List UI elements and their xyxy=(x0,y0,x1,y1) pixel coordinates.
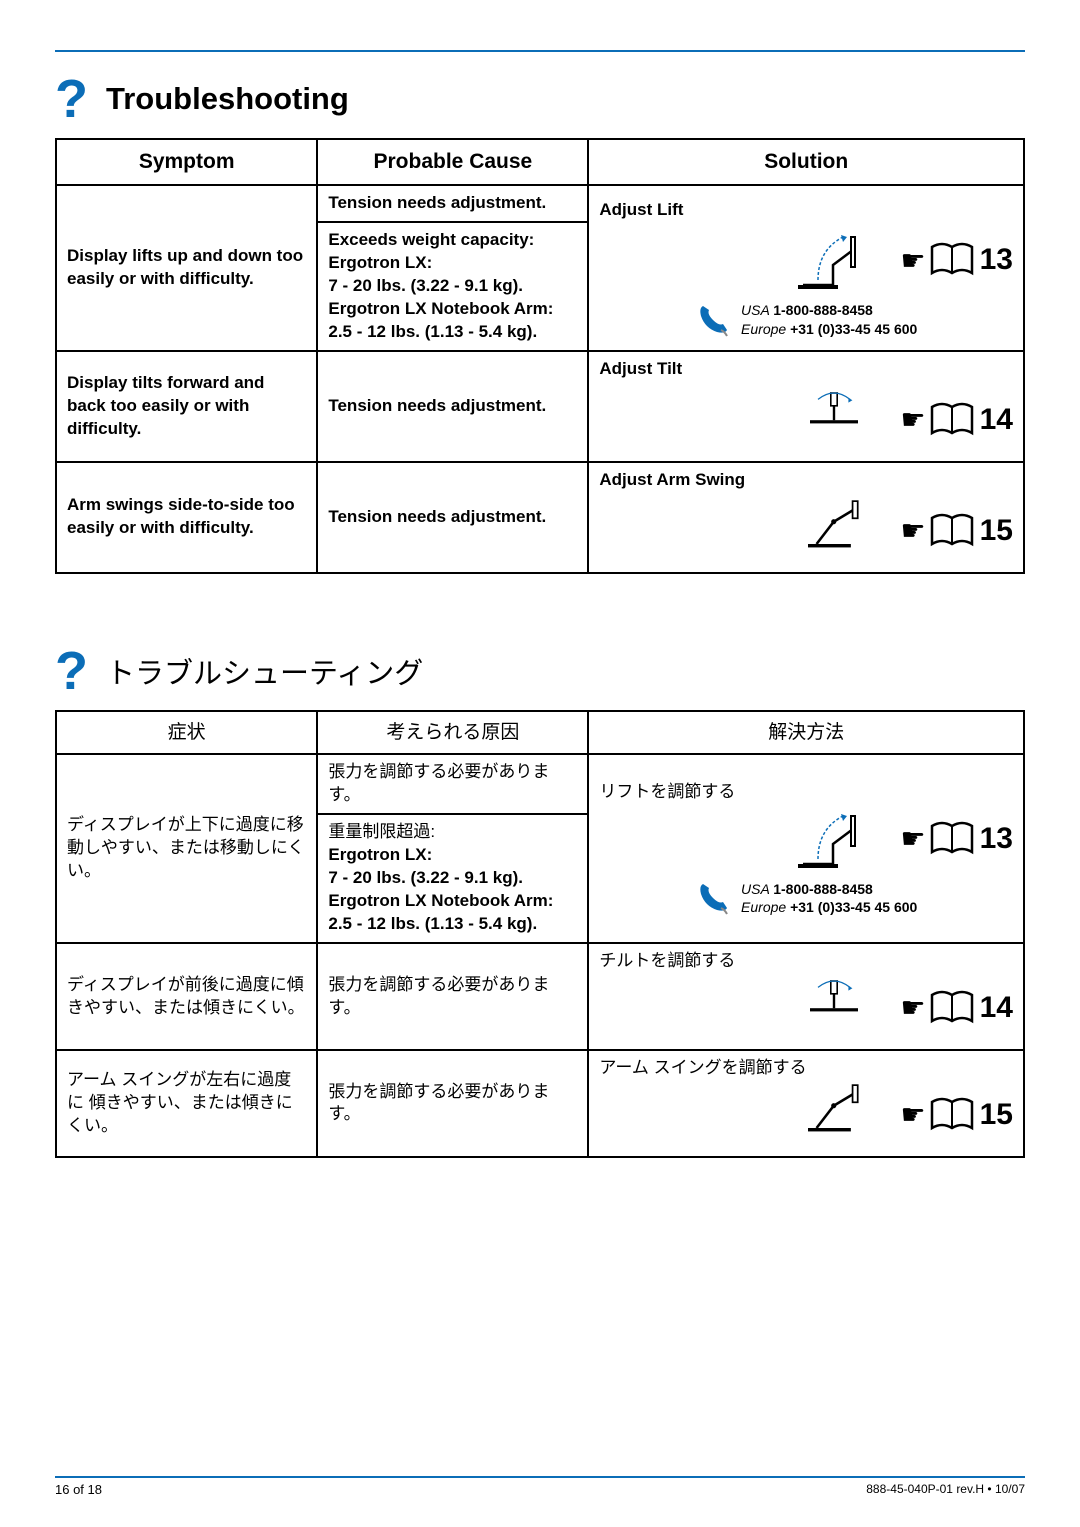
symptom-cell: Display lifts up and down too easily or … xyxy=(56,185,317,351)
phone-support: USA 1-800-888-8458 Europe +31 (0)33-45 4… xyxy=(599,880,1013,916)
header-cause: 考えられる原因 xyxy=(317,711,588,755)
tilt-diagram-icon xyxy=(783,973,893,1043)
table-row: アーム スイングが左右に過度に 傾きやすい、または傾きにくい。 張力を調節する必… xyxy=(56,1050,1024,1157)
symptom-cell: ディスプレイが上下に過度に移動しやすい、または移動しにくい。 xyxy=(56,754,317,943)
swing-diagram-icon xyxy=(783,1080,893,1150)
solution-cell: アーム スイングを調節する ☛ xyxy=(588,1050,1024,1157)
section-title: トラブルシューティング xyxy=(106,650,423,692)
pointing-hand-icon: ☛ xyxy=(901,401,926,439)
cause-cell: 張力を調節する必要があります。 xyxy=(317,1050,588,1157)
manual-reference: ☛ 14 xyxy=(901,400,1013,441)
troubleshooting-table-jp: 症状 考えられる原因 解決方法 ディスプレイが上下に過度に移動しやすい、または移… xyxy=(55,710,1025,1158)
phone-icon xyxy=(695,880,731,916)
solution-cell: チルトを調節する ☛ xyxy=(588,943,1024,1050)
solution-cell: リフトを調節する ☛ xyxy=(588,754,1024,943)
page: ? Troubleshooting Symptom Probable Cause… xyxy=(0,0,1080,1527)
solution-title: Adjust Tilt xyxy=(599,358,1013,381)
solution-title: Adjust Lift xyxy=(599,199,1013,222)
manual-reference: ☛ 13 xyxy=(901,819,1013,860)
pointing-hand-icon: ☛ xyxy=(901,989,926,1027)
reference-number: 13 xyxy=(980,819,1013,860)
phone-support: USA 1-800-888-8458 Europe +31 (0)33-45 4… xyxy=(599,301,1013,337)
section-en: ? Troubleshooting Symptom Probable Cause… xyxy=(55,72,1025,574)
header-symptom: Symptom xyxy=(56,139,317,185)
phone-icon xyxy=(695,302,731,338)
book-icon xyxy=(928,241,976,279)
pointing-hand-icon: ☛ xyxy=(901,512,926,550)
page-number: 16 of 18 xyxy=(55,1482,102,1497)
solution-graphic: ☛ 14 xyxy=(599,385,1013,455)
header-solution: Solution xyxy=(588,139,1024,185)
cause-cell: Tension needs adjustment. xyxy=(317,351,588,462)
cause-cell: Tension needs adjustment. xyxy=(317,462,588,573)
header-solution: 解決方法 xyxy=(588,711,1024,755)
top-rule xyxy=(55,50,1025,52)
symptom-cell: アーム スイングが左右に過度に 傾きやすい、または傾きにくい。 xyxy=(56,1050,317,1157)
table-header-row: 症状 考えられる原因 解決方法 xyxy=(56,711,1024,755)
pointing-hand-icon: ☛ xyxy=(901,1096,926,1134)
book-icon xyxy=(928,1096,976,1134)
solution-cell: Adjust Lift ☛ xyxy=(588,185,1024,351)
solution-graphic: ☛ 15 xyxy=(599,496,1013,566)
swing-diagram-icon xyxy=(783,496,893,566)
troubleshooting-table-en: Symptom Probable Cause Solution Display … xyxy=(55,138,1025,574)
table-row: Display lifts up and down too easily or … xyxy=(56,185,1024,222)
solution-graphic: ☛ 15 xyxy=(599,1080,1013,1150)
solution-graphic: ☛ 13 xyxy=(599,225,1013,295)
book-icon xyxy=(928,512,976,550)
solution-title: Adjust Arm Swing xyxy=(599,469,1013,492)
solution-title: チルトを調節する xyxy=(599,950,1013,973)
solution-title: リフトを調節する xyxy=(599,781,1013,804)
cause-cell: 重量制限超過: Ergotron LX: 7 - 20 lbs. (3.22 -… xyxy=(317,814,588,943)
solution-title: アーム スイングを調節する xyxy=(599,1057,1013,1080)
reference-number: 15 xyxy=(980,511,1013,552)
book-icon xyxy=(928,820,976,858)
reference-number: 13 xyxy=(980,240,1013,281)
section-title: Troubleshooting xyxy=(106,81,349,117)
header-cause: Probable Cause xyxy=(317,139,588,185)
book-icon xyxy=(928,989,976,1027)
symptom-cell: ディスプレイが前後に過度に傾きやすい、または傾きにくい。 xyxy=(56,943,317,1050)
manual-reference: ☛ 13 xyxy=(901,240,1013,281)
phone-text: USA 1-800-888-8458 Europe +31 (0)33-45 4… xyxy=(741,880,917,916)
page-footer: 16 of 18 888-45-040P-01 rev.H • 10/07 xyxy=(55,1476,1025,1497)
table-header-row: Symptom Probable Cause Solution xyxy=(56,139,1024,185)
table-row: Display tilts forward and back too easil… xyxy=(56,351,1024,462)
solution-cell: Adjust Arm Swing ☛ xyxy=(588,462,1024,573)
reference-number: 14 xyxy=(980,988,1013,1029)
question-icon: ? xyxy=(55,644,88,698)
manual-reference: ☛ 15 xyxy=(901,511,1013,552)
solution-cell: Adjust Tilt ☛ xyxy=(588,351,1024,462)
tilt-diagram-icon xyxy=(783,385,893,455)
section-title-row: ? トラブルシューティング xyxy=(55,644,1025,698)
reference-number: 15 xyxy=(980,1095,1013,1136)
lift-diagram-icon xyxy=(783,804,893,874)
question-icon: ? xyxy=(55,72,88,126)
solution-graphic: ☛ 14 xyxy=(599,973,1013,1043)
book-icon xyxy=(928,401,976,439)
table-row: Arm swings side-to-side too easily or wi… xyxy=(56,462,1024,573)
pointing-hand-icon: ☛ xyxy=(901,820,926,858)
symptom-cell: Display tilts forward and back too easil… xyxy=(56,351,317,462)
section-jp: ? トラブルシューティング 症状 考えられる原因 解決方法 ディスプレイが上下に… xyxy=(55,644,1025,1158)
cause-cell: 張力を調節する必要があります。 xyxy=(317,943,588,1050)
lift-diagram-icon xyxy=(783,225,893,295)
phone-text: USA 1-800-888-8458 Europe +31 (0)33-45 4… xyxy=(741,301,917,337)
manual-reference: ☛ 15 xyxy=(901,1095,1013,1136)
cause-cell: 張力を調節する必要があります。 xyxy=(317,754,588,814)
header-symptom: 症状 xyxy=(56,711,317,755)
reference-number: 14 xyxy=(980,400,1013,441)
manual-reference: ☛ 14 xyxy=(901,988,1013,1029)
symptom-cell: Arm swings side-to-side too easily or wi… xyxy=(56,462,317,573)
table-row: ディスプレイが上下に過度に移動しやすい、または移動しにくい。 張力を調節する必要… xyxy=(56,754,1024,814)
pointing-hand-icon: ☛ xyxy=(901,242,926,280)
cause-cell: Tension needs adjustment. xyxy=(317,185,588,222)
cause-cell: Exceeds weight capacity: Ergotron LX: 7 … xyxy=(317,222,588,351)
solution-graphic: ☛ 13 xyxy=(599,804,1013,874)
revision-label: 888-45-040P-01 rev.H • 10/07 xyxy=(866,1482,1025,1497)
section-title-row: ? Troubleshooting xyxy=(55,72,1025,126)
table-row: ディスプレイが前後に過度に傾きやすい、または傾きにくい。 張力を調節する必要があ… xyxy=(56,943,1024,1050)
